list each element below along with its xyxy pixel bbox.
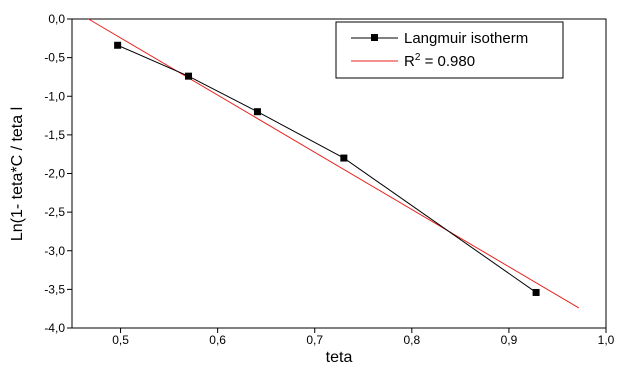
series-layer — [88, 18, 580, 309]
series-fit-line — [88, 18, 580, 309]
y-tick-label: -3,5 — [44, 282, 65, 296]
x-tick-label: 0,7 — [306, 333, 323, 347]
x-tick-label: 0,8 — [403, 333, 420, 347]
y-tick-label: -0,5 — [44, 51, 65, 65]
x-axis-title: teta — [326, 349, 353, 366]
x-tick-label: 0,5 — [112, 333, 129, 347]
legend-label-langmuir: Langmuir isotherm — [404, 30, 528, 47]
y-tick-label: -2,0 — [44, 167, 65, 181]
y-tick-label: -1,0 — [44, 89, 65, 103]
y-tick-label: -2,5 — [44, 205, 65, 219]
series-langmuir-point — [114, 41, 122, 49]
y-axis-ticks: 0,0 -0,5 -1,0 -1,5 -2,0 -2,5 -3,0 -3,5 -4,0 — [44, 12, 72, 335]
series-langmuir-point — [532, 288, 540, 296]
y-axis-title: Ln(1- teta*C / teta l — [9, 107, 26, 241]
x-tick-label: 0,9 — [501, 333, 518, 347]
y-tick-label: -1,5 — [44, 128, 65, 142]
legend-label-fit-superscript: 2 — [415, 52, 421, 63]
legend-label-fit: R2 = 0.980 — [404, 52, 475, 70]
x-tick-label: 1,0 — [598, 333, 615, 347]
y-tick-label: 0,0 — [48, 12, 65, 26]
x-axis-ticks: 0,5 0,6 0,7 0,8 0,9 1,0 — [112, 328, 615, 347]
x-tick-label: 0,6 — [209, 333, 226, 347]
series-langmuir-point — [253, 108, 261, 116]
legend-label-fit-prefix: R — [404, 53, 415, 70]
series-langmuir-line — [117, 44, 537, 293]
legend: Langmuir isotherm R2 = 0.980 — [335, 21, 564, 79]
legend-box — [335, 21, 564, 79]
y-tick-label: -4,0 — [44, 321, 65, 335]
series-langmuir-point — [185, 72, 193, 80]
legend-swatch-marker-langmuir — [371, 34, 378, 41]
legend-label-fit-suffix: = 0.980 — [420, 53, 475, 70]
series-langmuir-point — [340, 154, 348, 162]
y-tick-label: -3,0 — [44, 244, 65, 258]
